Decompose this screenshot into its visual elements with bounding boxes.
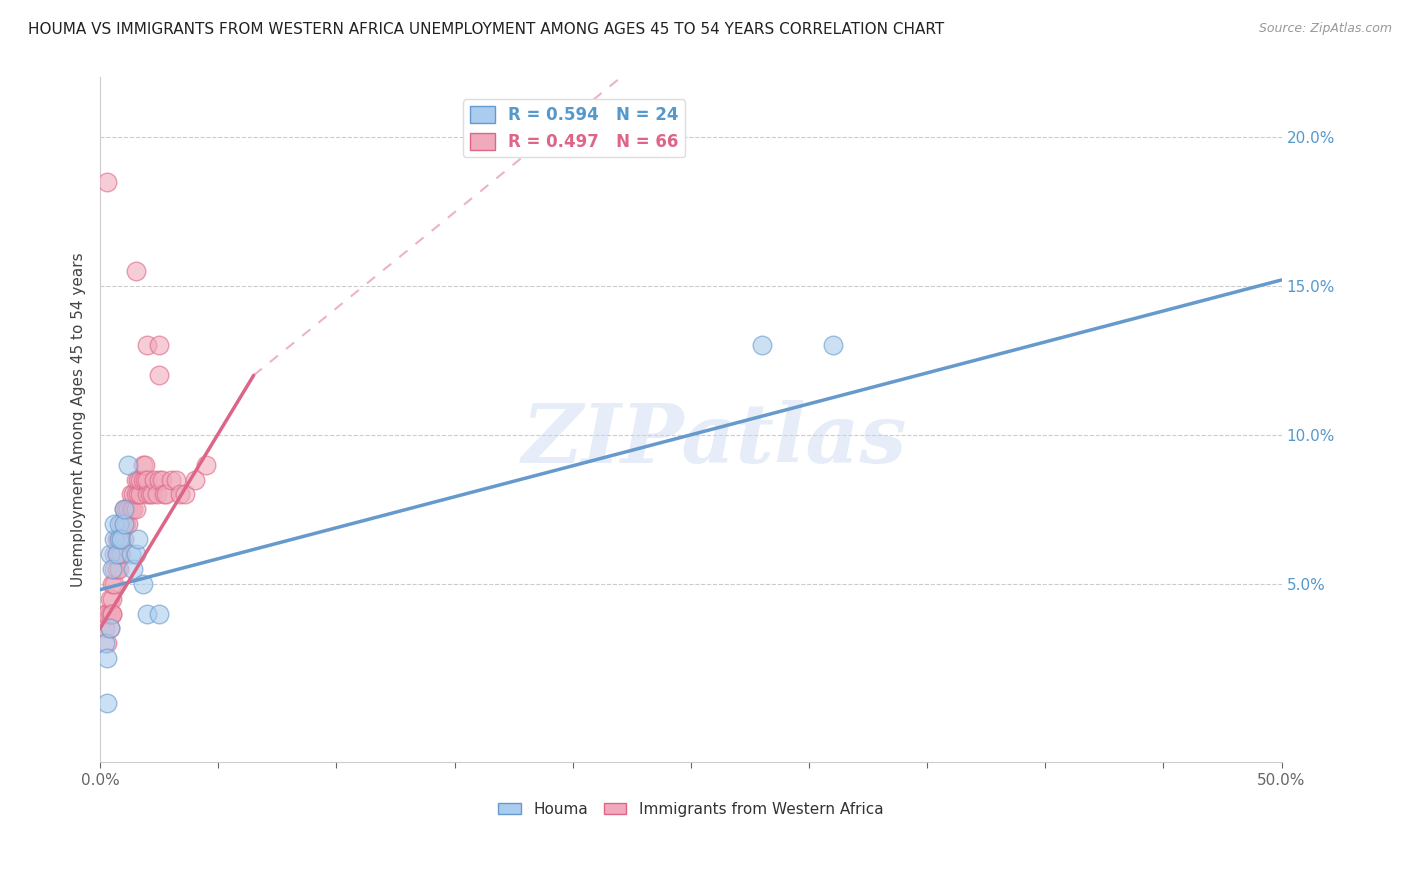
Point (120, 487, 142, 501)
Point (94, 622, 117, 636)
Point (112, 502, 135, 516)
Point (122, 502, 145, 516)
Legend: Houma, Immigrants from Western Africa: Houma, Immigrants from Western Africa (492, 796, 890, 823)
Point (174, 487, 197, 501)
Point (112, 502, 135, 516)
Point (108, 532, 131, 546)
Point (103, 547, 125, 561)
Point (115, 517, 138, 532)
Point (120, 547, 142, 561)
Point (124, 502, 146, 516)
Point (141, 487, 163, 501)
Point (110, 532, 132, 546)
Point (131, 576, 153, 591)
Point (127, 473, 149, 487)
Point (94, 607, 117, 621)
Point (124, 473, 146, 487)
Point (112, 517, 135, 532)
Point (115, 502, 138, 516)
Text: HOUMA VS IMMIGRANTS FROM WESTERN AFRICA UNEMPLOYMENT AMONG AGES 45 TO 54 YEARS C: HOUMA VS IMMIGRANTS FROM WESTERN AFRICA … (28, 22, 945, 37)
Point (155, 487, 177, 501)
Point (112, 532, 135, 546)
Point (148, 338, 170, 352)
Point (101, 607, 124, 621)
Point (108, 562, 131, 576)
Point (148, 607, 170, 621)
Point (110, 517, 132, 532)
Point (136, 338, 159, 352)
Point (96, 651, 118, 665)
Point (101, 591, 124, 606)
Point (124, 547, 146, 561)
Point (108, 532, 131, 546)
Point (112, 517, 135, 532)
Point (105, 562, 128, 576)
Point (103, 576, 125, 591)
Point (101, 607, 124, 621)
Point (195, 458, 218, 472)
Point (105, 547, 128, 561)
Point (117, 502, 139, 516)
Point (124, 264, 146, 278)
Point (110, 547, 132, 561)
Point (103, 562, 125, 576)
Text: Source: ZipAtlas.com: Source: ZipAtlas.com (1258, 22, 1392, 36)
Point (98, 622, 121, 636)
Point (103, 532, 125, 546)
Point (148, 473, 170, 487)
Point (129, 473, 152, 487)
Point (165, 473, 187, 487)
Point (110, 532, 132, 546)
Point (134, 473, 156, 487)
Point (148, 368, 170, 383)
Point (124, 487, 146, 501)
Point (101, 576, 124, 591)
Point (108, 517, 131, 532)
Point (169, 487, 191, 501)
Point (122, 487, 145, 501)
Point (136, 607, 159, 621)
Point (108, 547, 131, 561)
Point (134, 458, 156, 472)
Point (117, 517, 139, 532)
Point (136, 473, 159, 487)
Point (127, 532, 149, 546)
Point (120, 502, 142, 516)
Point (98, 547, 121, 561)
Point (105, 547, 128, 561)
Point (94, 636, 117, 650)
Point (183, 473, 205, 487)
Point (131, 473, 153, 487)
Y-axis label: Unemployment Among Ages 45 to 54 years: Unemployment Among Ages 45 to 54 years (72, 252, 86, 587)
Point (98, 607, 121, 621)
Point (98, 591, 121, 606)
Point (129, 487, 152, 501)
Text: ZIPatlas: ZIPatlas (522, 401, 907, 481)
Point (122, 562, 145, 576)
Point (98, 622, 121, 636)
Point (96, 636, 118, 650)
Point (96, 696, 118, 710)
Point (96, 607, 118, 621)
Point (101, 562, 124, 576)
Point (136, 487, 159, 501)
Point (821, 338, 844, 352)
Point (96, 175, 118, 189)
Point (105, 532, 128, 546)
Point (139, 487, 162, 501)
Point (150, 473, 173, 487)
Point (131, 458, 153, 472)
Point (103, 517, 125, 532)
Point (146, 487, 169, 501)
Point (117, 458, 139, 472)
Point (751, 338, 773, 352)
Point (127, 487, 149, 501)
Point (153, 487, 176, 501)
Point (143, 473, 166, 487)
Point (160, 473, 183, 487)
